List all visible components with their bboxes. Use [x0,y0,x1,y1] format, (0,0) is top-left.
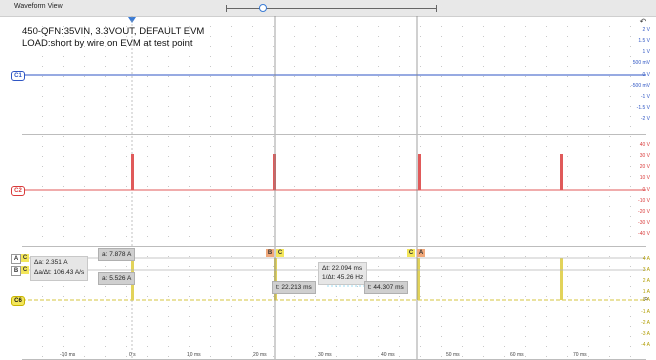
c1-scale-label: -2 V [640,116,650,122]
c2-pulse-2 [273,154,276,190]
c6-scale-label: 4 A [642,256,650,262]
c1-scale-label: -1.5 V [636,105,650,111]
window-title: Waveform View [14,3,63,10]
c1-scale-label: 2 V [642,27,650,33]
c6-pulse-3 [417,258,420,300]
time-tick: 50 ms [446,352,460,358]
time-tick: 20 ms [253,352,267,358]
c2-scale-label: 20 V [639,164,650,170]
time-tick: 40 ms [381,352,395,358]
c6-scale-label: 2 A [642,278,650,284]
panel-divider-1 [22,134,646,135]
c6-scale-label: 0 A [642,297,650,303]
c2-pulse-4 [560,154,563,190]
search-icon[interactable]: ⌕ [643,294,649,303]
c1-scale-label: -500 mV [631,83,650,89]
c2-pulse-3 [418,154,421,190]
cursor-a-time-channel-tag: C [276,249,284,257]
c2-pulse-1 [131,154,134,190]
cursor-a-time-tag[interactable]: B [266,249,274,257]
delta-rate-value: Δa/Δt: 106.43 A/s [34,269,85,276]
annotation-line-2: LOAD:short by wire on EVM at test point [22,38,193,49]
cursor-a-tag-left[interactable]: A [11,254,21,264]
timeline-overview-right-cap [436,5,437,12]
c2-scale-label: 0 V [642,187,650,193]
channel-badge-c1[interactable]: C1 [11,71,25,81]
c1-scale-label: 500 mV [632,60,650,66]
cursor-a-value-label: a: 7.878 A [98,248,136,261]
cursor-b-value-label: a: 5.526 A [98,272,136,285]
c2-scale-label: 30 V [639,153,650,159]
waveform-svg [22,16,646,360]
time-tick: 0 s [129,352,136,358]
cursor-b-time-tag[interactable]: A [417,249,425,257]
c2-scale-label: -30 V [638,220,650,226]
c2-scale-label: -10 V [638,198,650,204]
c6-scale-label: -1 A [641,309,650,315]
timeline-overview-track[interactable] [226,8,437,9]
c2-scale-label: 10 V [639,175,650,181]
channel-badge-c6[interactable]: C6 [11,296,25,306]
time-tick: 70 ms [573,352,587,358]
delta-a-value: Δa: 2.351 A [34,259,68,266]
c6-scale-label: -3 A [641,331,650,337]
c1-panel-grid [22,24,646,134]
panel-divider-2 [22,246,646,247]
cursor-a-channel-tag: C [21,254,29,262]
cursor-b-tag-left[interactable]: B [11,266,21,276]
timeline-overview-left-cap [226,5,227,12]
inv-delta-t-value: 1/Δt: 45.26 Hz [322,274,364,281]
c2-scale-label: 40 V [639,142,650,148]
timeline-overview-handle[interactable] [259,4,267,12]
channel-badge-c2[interactable]: C2 [11,186,25,196]
c2-scale-label: -40 V [638,231,650,237]
waveform-plot[interactable]: 450-QFN:35VIN, 3.3VOUT, DEFAULT EVM LOAD… [0,16,656,360]
cursor-b-time-label: t: 44.307 ms [364,281,408,294]
c2-scale-label: -20 V [638,209,650,215]
window-title-bar: Waveform View [0,0,656,17]
c2-panel-grid [22,136,646,246]
cursor-b-channel-tag: C [21,266,29,274]
c6-pulse-2 [274,258,277,300]
c6-scale-label: 1 A [642,289,650,295]
c6-scale-label: -2 A [641,320,650,326]
cursor-b-time-channel-tag: C [407,249,415,257]
c6-scale-label: 3 A [642,267,650,273]
cursor-a-time-label: t: 22.213 ms [272,281,316,294]
time-tick: 10 ms [187,352,201,358]
c1-scale-label: 1 V [642,49,650,55]
annotation-line-1: 450-QFN:35VIN, 3.3VOUT, DEFAULT EVM [22,26,205,37]
undo-zoom-icon[interactable]: ↶ [639,17,647,26]
time-tick: 30 ms [318,352,332,358]
c1-scale-label: 0 V [642,72,650,78]
c6-pulse-4 [560,258,563,300]
time-tick: -10 ms [60,352,76,358]
c1-scale-label: 1.5 V [638,38,650,44]
delta-readout-box: Δa: 2.351 A Δa/Δt: 106.43 A/s [30,256,89,281]
time-tick: 60 ms [510,352,524,358]
delta-t-value: Δt: 22.094 ms [322,265,363,272]
c6-scale-label: -4 A [641,342,650,348]
c1-scale-label: -1 V [640,94,650,100]
delta-t-readout-box: Δt: 22.094 ms 1/Δt: 45.26 Hz [318,262,368,285]
